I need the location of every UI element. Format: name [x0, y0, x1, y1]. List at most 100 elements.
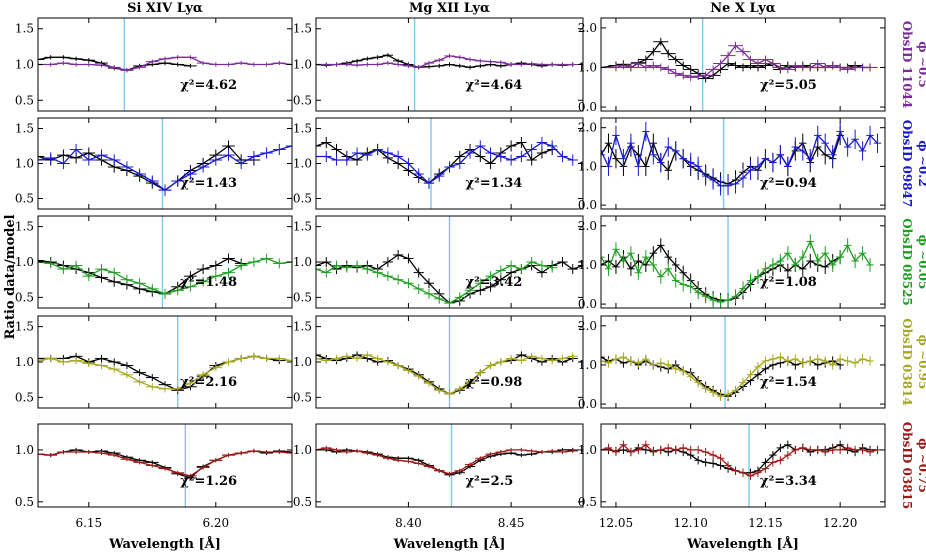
chi-squared-label: χ²=2.5 [466, 474, 514, 489]
x-tick-label: 8.40 [395, 516, 422, 530]
y-tick-label: 2.0 [578, 21, 597, 35]
series-black-line [316, 141, 553, 184]
chi-squared-label: χ²=1.48 [180, 275, 237, 290]
y-tick-label: 0.5 [293, 390, 312, 404]
row-obsid-label: ObsID 03815 [900, 422, 914, 510]
x-tick-label: 12.10 [674, 516, 708, 530]
y-tick-label: 0.5 [15, 390, 34, 404]
y-tick-label: 0.5 [15, 93, 34, 107]
panel: 0.5 1.0 1.5 χ²=1.48 [15, 215, 293, 309]
row-obsid-label: ObsID 09847 [900, 120, 914, 208]
row-labels: ObsID 11044ϕ ∼0.5 ObsID 09847ϕ ∼0.2 ObsID … [900, 21, 926, 510]
panel-frame [600, 117, 886, 210]
y-tick-label: 1.0 [578, 159, 597, 173]
chi-squared-label: χ²=0.98 [466, 375, 523, 390]
y-tick-label: 0.5 [293, 495, 312, 509]
y-tick-label: 1.5 [15, 320, 34, 334]
panel: 0.5 1.0 1.5 χ²=3.42 [293, 215, 584, 309]
x-tick-label: 12.20 [823, 516, 857, 530]
y-tick-label: 1.5 [15, 220, 34, 234]
column-title: Mg XII Lyα [409, 1, 490, 16]
chi-squared-label: χ²=1.54 [760, 375, 817, 390]
y-tick-label: 0.5 [293, 93, 312, 107]
y-tick-label: 1.0 [15, 255, 34, 269]
panel: 0.5 1.0 1.5 χ²=4.62 [15, 17, 293, 112]
panel: 0.0 1.0 2.0 χ²=1.08 [578, 215, 886, 311]
panel: 0.5 1.0 1.5 χ²=2.16 [15, 315, 293, 409]
y-tick-label: 1.5 [293, 320, 312, 334]
x-axis-label: Wavelength [Å] [686, 536, 799, 552]
series-black-line [601, 444, 878, 474]
y-tick-label: 1.0 [15, 157, 34, 171]
y-tick-label: 0.0 [578, 100, 597, 114]
x-tick-label: 8.45 [498, 516, 525, 530]
chi-squared-label: χ²=3.42 [466, 275, 523, 290]
y-tick-label: 1.0 [293, 157, 312, 171]
y-tick-label: 1.5 [15, 122, 34, 136]
x-axis-label: Wavelength [Å] [393, 536, 506, 552]
panel: 0.5 1.0 1.5 χ²=4.64 [293, 17, 584, 112]
chi-squared-label: χ²=1.34 [466, 176, 523, 191]
chi-squared-label: χ²=1.43 [180, 176, 237, 191]
y-tick-label: 1.0 [15, 58, 34, 72]
panel: 0.0 1.0 2.0 χ²=1.54 [578, 315, 886, 411]
series-black-line [316, 354, 573, 395]
panel-frame [600, 423, 886, 508]
y-tick-label: 0.5 [293, 290, 312, 304]
panel-frame [600, 215, 886, 309]
y-tick-label: 0.5 [15, 290, 34, 304]
y-tick-label: 2.0 [578, 121, 597, 135]
y-tick-label: 1.0 [578, 60, 597, 74]
chi-squared-label: χ²=0.94 [760, 176, 817, 191]
series-colored-line [316, 141, 573, 184]
row-obsid-label: ObsID 11044 [900, 21, 914, 109]
y-tick-label: 1.0 [578, 443, 597, 457]
y-tick-label: 0.0 [578, 297, 597, 311]
chi-squared-label: χ²=3.34 [760, 474, 817, 489]
row-phase-label: ϕ ∼0.05 [916, 235, 926, 290]
y-tick-label: 1.0 [15, 443, 34, 457]
y-tick-label: 1.0 [15, 355, 34, 369]
y-tick-label: 1.5 [293, 220, 312, 234]
x-tick-label: 12.15 [748, 516, 782, 530]
chi-squared-label: χ²=1.08 [760, 275, 817, 290]
row-phase-label: ϕ ∼0.2 [916, 140, 926, 186]
x-tick-label: 6.20 [202, 516, 229, 530]
y-tick-label: 1.0 [578, 258, 597, 272]
chi-squared-label: χ²=5.05 [760, 78, 817, 93]
column-titles: Si XIV Lyα Mg XII Lyα Ne X Lyα [127, 1, 776, 16]
column-title: Ne X Lyα [710, 1, 776, 16]
panel-frame [315, 423, 584, 508]
chi-squared-label: χ²=4.62 [180, 78, 237, 93]
panel: 0.5 1.0 1.5 χ²=0.98 [293, 315, 584, 409]
panel: 0.5 1.0 8.40 8.45 χ²=2.5 [293, 423, 584, 530]
chi-squared-label: χ²=1.26 [180, 474, 237, 489]
y-tick-label: 1.5 [293, 122, 312, 136]
y-tick-label: 0.5 [15, 192, 34, 206]
series-black-line [38, 449, 292, 479]
series-colored-line [316, 354, 573, 395]
x-axis-labels: Wavelength [Å] Wavelength [Å] Wavelength [… [108, 536, 799, 552]
x-tick-label: 6.15 [75, 516, 102, 530]
panel: 0.0 1.0 2.0 χ²=5.05 [578, 17, 886, 114]
y-tick-label: 1.0 [293, 355, 312, 369]
series-colored-line [316, 447, 573, 475]
chi-squared-label: χ²=2.16 [180, 375, 237, 390]
y-tick-label: 0.5 [578, 495, 597, 509]
series-colored-line [38, 450, 292, 477]
x-axis-label: Wavelength [Å] [108, 536, 221, 552]
row-phase-label: ϕ ∼0.5 [916, 41, 926, 87]
panel-frame [600, 315, 886, 409]
row-phase-label: ϕ ∼0.95 [916, 335, 926, 390]
y-tick-label: 1.0 [293, 443, 312, 457]
panel-frame [600, 17, 886, 112]
row-obsid-label: ObsID 08525 [900, 218, 914, 306]
y-tick-label: 2.0 [578, 219, 597, 233]
y-tick-label: 1.5 [293, 22, 312, 36]
y-tick-label: 0.5 [15, 495, 34, 509]
chi-squared-label: χ²=4.64 [466, 78, 523, 93]
x-tick-label: 12.05 [599, 516, 633, 530]
y-tick-label: 0.5 [293, 192, 312, 206]
panel: 0.5 1.0 1.5 χ²=1.43 [15, 117, 293, 210]
